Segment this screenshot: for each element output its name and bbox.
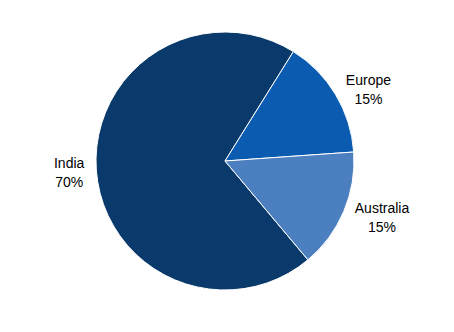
pie-slice <box>225 52 354 161</box>
pie-slice <box>225 152 354 260</box>
category-label: India <box>54 155 85 171</box>
value-label: 15% <box>368 219 396 235</box>
chart-container: India 70% Europe 15% Australia 15% <box>0 0 454 332</box>
pie-chart: India 70% Europe 15% Australia 15% <box>0 0 454 332</box>
category-label: Europe <box>346 72 391 88</box>
slices <box>96 32 354 290</box>
labels: India 70% Europe 15% Australia 15% <box>54 72 409 235</box>
value-label: 70% <box>55 174 83 190</box>
value-label: 15% <box>354 91 382 107</box>
category-label: Australia <box>355 200 410 216</box>
